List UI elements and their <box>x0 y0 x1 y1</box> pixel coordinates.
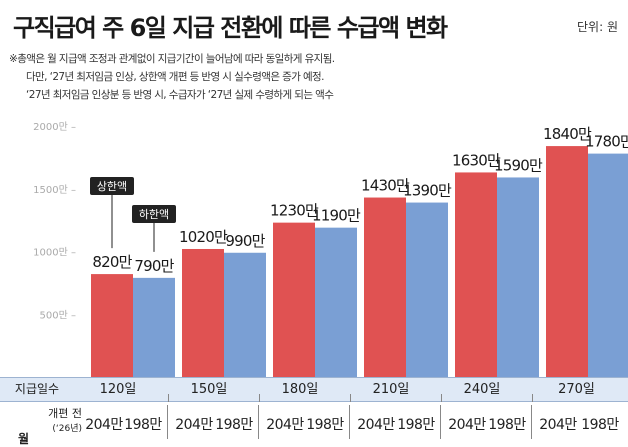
data-label: 1390만 <box>403 182 452 200</box>
amount-upper: 204만 <box>266 417 304 433</box>
legend-upper: 상한액 <box>97 180 127 193</box>
callout-box <box>90 177 134 195</box>
data-label: 790만 <box>134 257 174 275</box>
bar-lower <box>224 252 266 377</box>
y-tick-label: 2000만 – <box>33 121 76 133</box>
data-label: 1190만 <box>312 207 361 225</box>
bar-lower <box>588 153 628 377</box>
amount-lower: 198만 <box>397 417 435 433</box>
bar-lower <box>315 227 357 377</box>
amount-upper: 204만 <box>357 417 395 433</box>
days-row: 지급일수 120일 150일 180일 210일 240일 270일 <box>0 377 628 402</box>
day-cell: 240일 <box>463 382 501 397</box>
day-cell: 210일 <box>372 382 410 397</box>
day-cell: 270일 <box>558 382 595 397</box>
amount-lower: 198만 <box>215 417 253 433</box>
data-label: 990만 <box>225 232 265 250</box>
data-label: 1590만 <box>494 156 543 174</box>
note-line-2: 다만, ‘27년 최저임금 인상, 상한액 개편 등 반영 시 실수령액은 증가… <box>26 71 324 83</box>
data-label: 820만 <box>92 253 132 271</box>
bar-upper <box>364 197 406 377</box>
monthly-sub-label: 개편 전 <box>48 407 82 420</box>
data-label: 1630만 <box>452 151 501 169</box>
data-label: 1020만 <box>179 228 228 246</box>
amount-upper: 204만 <box>539 417 577 433</box>
day-cell: 180일 <box>281 382 319 397</box>
data-label: 1230만 <box>270 202 319 220</box>
bar-upper <box>546 146 588 377</box>
amount-lower: 198만 <box>306 417 344 433</box>
notes: ※총액은 월 지급액 조정과 관계없이 지급기간이 늘어남에 따라 동일하게 유… <box>9 50 335 104</box>
day-cell: 150일 <box>190 382 228 397</box>
bar-upper <box>273 222 315 377</box>
monthly-sub-year: (‘26년) <box>52 424 82 434</box>
day-cell: 120일 <box>99 382 137 397</box>
amount-lower: 198만 <box>488 417 526 433</box>
amount-lower: 198만 <box>581 417 619 433</box>
amount-upper: 204만 <box>448 417 486 433</box>
bar-chart: 500만 – 1000만 – 1500만 – 2000만 – 820만 790만 1020만… <box>33 121 628 377</box>
unit-label: 단위: 원 <box>577 20 618 34</box>
bar-upper <box>182 248 224 377</box>
days-row-header: 지급일수 <box>14 382 60 396</box>
bar-lower <box>497 177 539 377</box>
amount-upper: 204만 <box>175 417 213 433</box>
bar-lower <box>406 202 448 377</box>
bar-upper <box>91 274 133 377</box>
legend-lower: 하한액 <box>139 207 169 221</box>
amount-upper: 204만 <box>85 417 123 433</box>
data-label: 1840만 <box>543 125 592 143</box>
note-line-3: ‘27년 최저임금 인상분 등 반영 시, 수급자가 ‘27년 실제 수령하게 … <box>26 89 334 101</box>
bar-lower <box>133 277 175 377</box>
amount-lower: 198만 <box>124 417 162 433</box>
y-tick-label: 1000만 – <box>33 247 76 259</box>
page-title: 구직급여 주 6일 지급 전환에 따른 수급액 변화 <box>13 14 448 42</box>
monthly-row: 월 개편 전 (‘26년) 204만 198만 204만 198만 204만 1… <box>0 402 628 446</box>
y-tick-label: 1500만 – <box>33 184 76 196</box>
summary-table: 지급일수 120일 150일 180일 210일 240일 270일 월 개편 … <box>0 377 628 446</box>
note-line-1: ※총액은 월 지급액 조정과 관계없이 지급기간이 늘어남에 따라 동일하게 유… <box>9 53 335 65</box>
data-label: 1430만 <box>361 177 410 195</box>
bar-upper <box>455 172 497 377</box>
y-tick-label: 500만 – <box>40 309 76 321</box>
callout-box <box>132 205 176 223</box>
data-label: 1780만 <box>585 133 628 151</box>
